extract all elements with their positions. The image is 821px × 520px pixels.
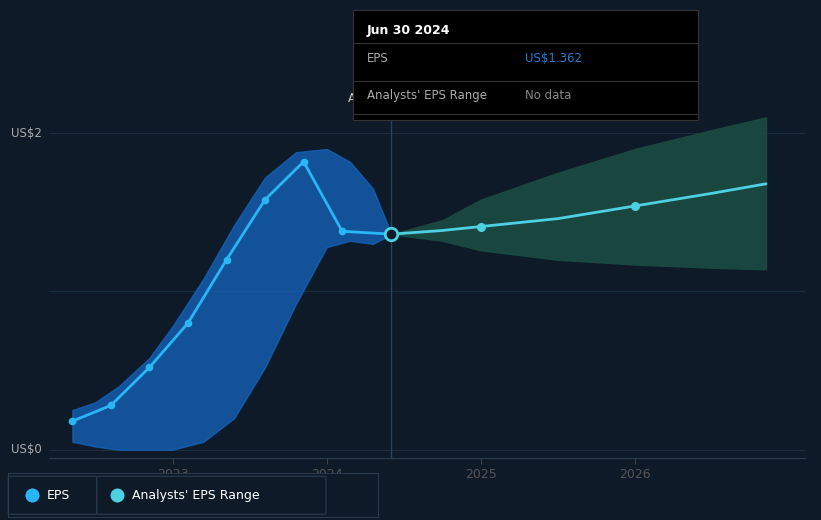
Text: US$0: US$0 (11, 443, 42, 456)
Text: Analysts' EPS Range: Analysts' EPS Range (132, 489, 259, 502)
Text: US$1.362: US$1.362 (525, 52, 582, 65)
Text: US$2: US$2 (11, 127, 42, 140)
Text: Actual: Actual (348, 92, 385, 105)
Text: Jun 30 2024: Jun 30 2024 (367, 23, 451, 36)
Text: EPS: EPS (47, 489, 71, 502)
FancyBboxPatch shape (97, 476, 326, 514)
Text: No data: No data (525, 89, 571, 102)
FancyBboxPatch shape (8, 476, 97, 514)
Text: EPS: EPS (367, 52, 388, 65)
Text: Analysts' EPS Range: Analysts' EPS Range (367, 89, 487, 102)
Text: Analysts Forecasts: Analysts Forecasts (397, 92, 507, 105)
